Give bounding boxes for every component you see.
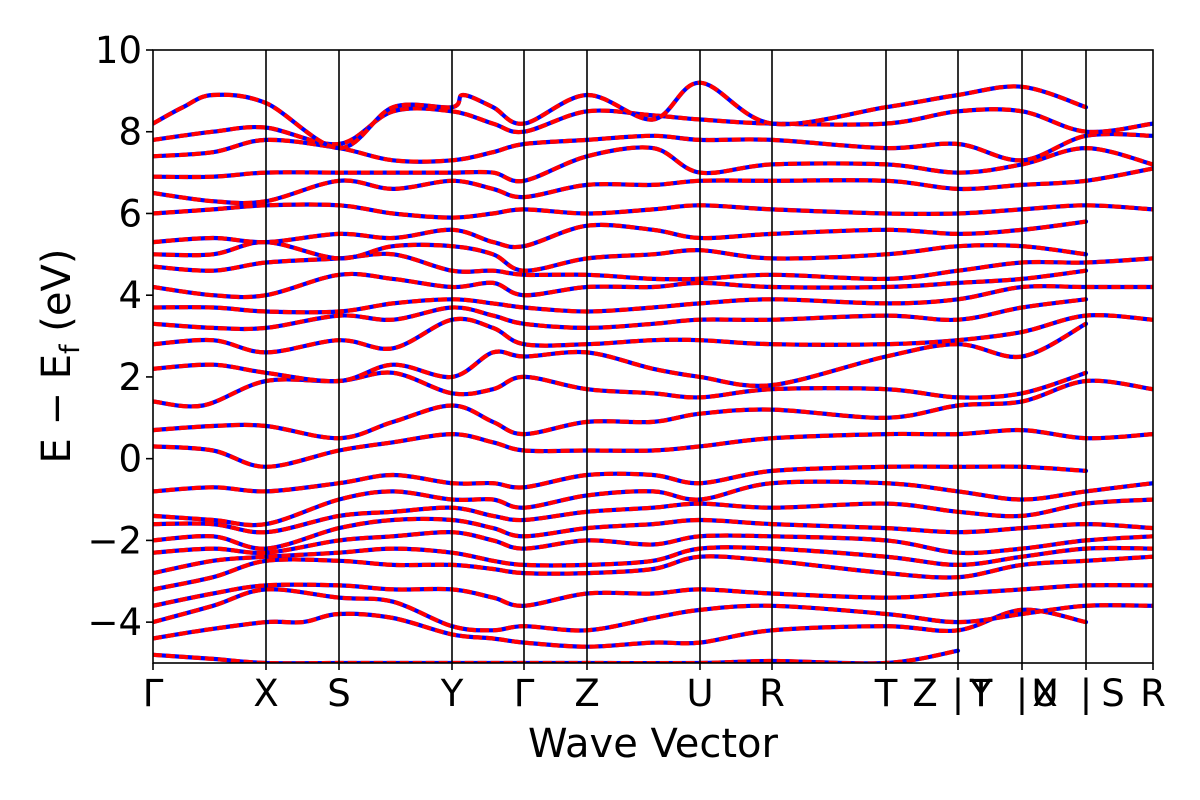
x-tick-label: S: [1101, 672, 1125, 715]
band-line-a-19: [153, 268, 1087, 300]
y-tick-label: 0: [118, 438, 142, 481]
band-line-a-17: [153, 297, 1087, 332]
band-line-a-13: [153, 378, 1153, 441]
band-line-a-6: [153, 545, 1153, 576]
band-line-a-7: [153, 530, 1153, 556]
band-line-a-25: [153, 145, 1153, 184]
y-tick-label: 10: [95, 29, 142, 72]
x-tick-label: Y: [969, 672, 993, 715]
band-line-a-23: [153, 202, 1153, 220]
y-tick-label: 2: [118, 356, 142, 399]
band-line-a-5: [153, 554, 1153, 592]
x-tick-label: U: [686, 672, 713, 715]
band-line-a-10: [153, 479, 1153, 528]
band-line-a-18: [153, 284, 1153, 315]
band-line-b-20: [153, 251, 1153, 282]
band-line-a-27: [153, 106, 1153, 147]
x-tick-label: Γ: [143, 672, 164, 715]
x-tick-label: T: [874, 672, 898, 715]
band-line-a-9: [153, 497, 1153, 535]
band-lines: [153, 80, 1153, 663]
x-tick-label: X: [1032, 672, 1057, 715]
band-line-a-24: [153, 166, 1153, 206]
x-tick-label: |: [1016, 672, 1028, 715]
x-tick-label: R: [759, 672, 785, 715]
band-line-b-4: [153, 582, 1153, 608]
y-axis: −4 −2 0 2 4 6 8 10: [87, 29, 153, 644]
y-axis-title: E − Ef (eV): [34, 249, 86, 464]
band-line-b-2: [153, 607, 1089, 649]
band-line-a-12: [153, 427, 1153, 469]
band-line-a-20: [153, 251, 1153, 282]
y-tick-label: 8: [118, 111, 142, 154]
band-line-b-15: [153, 321, 1089, 388]
band-line-a-22: [153, 219, 1087, 250]
y-axis-title-main: E − E: [34, 354, 80, 464]
band-line-b-25: [153, 145, 1153, 184]
x-tick-label: Γ: [514, 672, 535, 715]
high-symmetry-lines: [265, 50, 1087, 663]
x-tick-label: S: [327, 672, 351, 715]
x-axis-title: Wave Vector: [528, 721, 779, 767]
x-tick-label: R: [1140, 672, 1166, 715]
band-line-a-15: [153, 321, 1088, 388]
y-axis-title-subscript: f: [55, 343, 86, 354]
band-line-b-3: [153, 587, 1153, 633]
y-tick-label: 6: [118, 192, 142, 235]
band-line-b-7: [153, 530, 1153, 556]
x-tick-label: Z: [912, 672, 937, 715]
band-line-a-11: [153, 464, 1087, 494]
x-tick-label: U: [1031, 672, 1058, 715]
plot-frame: [152, 49, 1154, 664]
band-line-a-21: [153, 239, 1087, 273]
y-tick-label: 4: [118, 274, 142, 317]
x-tick-label: |: [1080, 672, 1092, 715]
x-tick-label: Y: [440, 672, 464, 715]
y-axis-title-unit: (eV): [34, 249, 80, 345]
x-tick-label: T: [969, 672, 993, 715]
band-line-a-16: [153, 313, 1153, 355]
y-tick-label: −4: [87, 601, 142, 644]
x-tick-label: |: [952, 672, 964, 715]
band-line-a-8: [153, 516, 1153, 551]
band-line-a-4: [153, 582, 1153, 608]
x-tick-label: X: [253, 672, 278, 715]
y-tick-label: −2: [87, 519, 142, 562]
x-axis: Γ X S Y Γ Z U R T Z | YT | UX | S R: [143, 663, 1166, 715]
band-line-a-2: [153, 607, 1087, 649]
band-line-b-1: [153, 648, 961, 663]
x-tick-label: Z: [574, 672, 599, 715]
band-line-b-9: [153, 497, 1153, 535]
